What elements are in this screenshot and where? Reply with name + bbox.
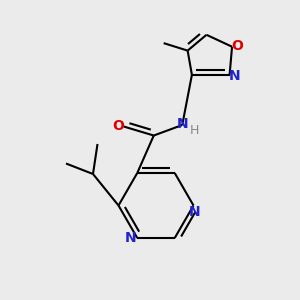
Text: N: N <box>189 205 201 219</box>
Text: N: N <box>125 231 136 245</box>
Text: N: N <box>177 117 189 131</box>
Text: O: O <box>112 119 124 133</box>
Text: N: N <box>229 69 241 83</box>
Text: H: H <box>190 124 200 137</box>
Text: O: O <box>232 39 243 53</box>
